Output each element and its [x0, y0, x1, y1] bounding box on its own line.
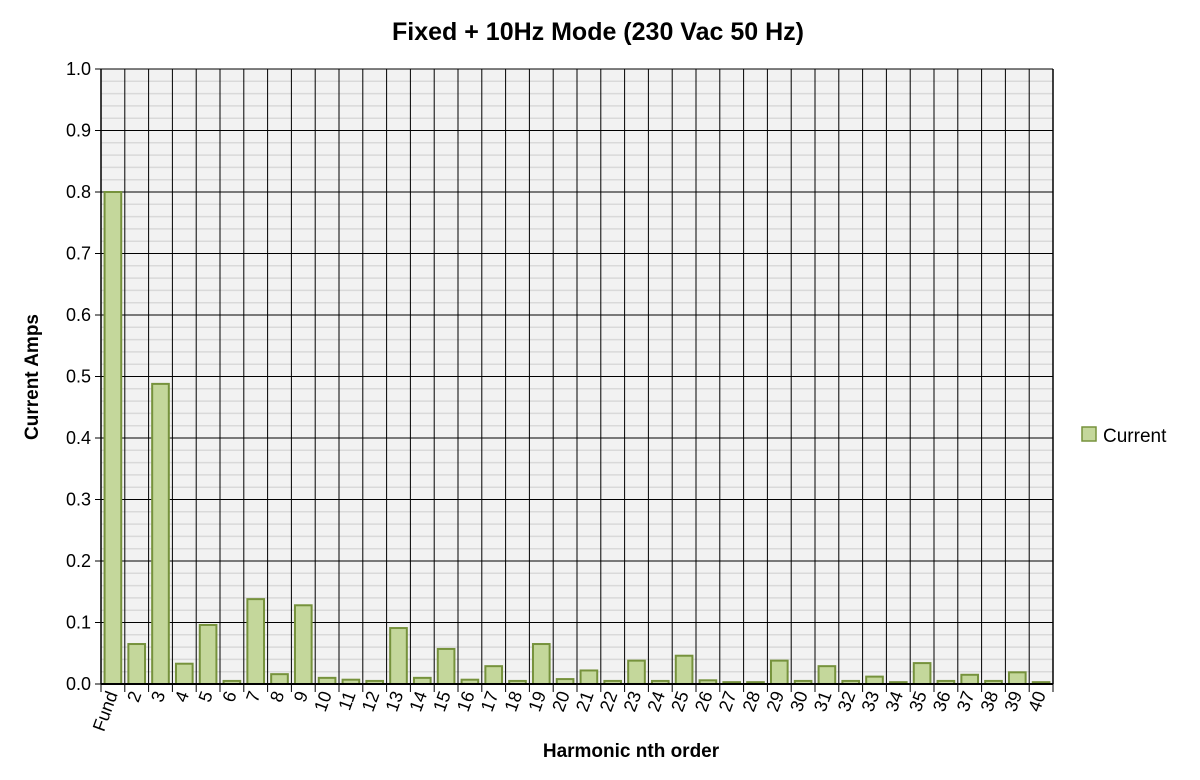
x-tick-label: 28 [739, 689, 765, 715]
x-tick-label: 32 [834, 689, 860, 715]
bar-4 [174, 662, 194, 686]
x-tick-label: 22 [596, 689, 622, 715]
y-tick-label: 0.9 [66, 121, 91, 141]
x-tick-label: 7 [242, 689, 264, 705]
bar-9 [293, 604, 313, 686]
bar-25 [674, 654, 694, 686]
x-tick-label: 38 [977, 689, 1003, 715]
y-tick-label: 1.0 [66, 59, 91, 79]
bar-33 [865, 675, 884, 685]
x-tick-label: 16 [453, 689, 479, 715]
x-tick-label: 13 [382, 689, 408, 715]
y-tick-label: 0.6 [66, 305, 91, 325]
bar-5 [198, 623, 218, 686]
x-tick-label: 5 [195, 689, 217, 705]
bar-17 [484, 665, 504, 685]
x-axis-ticks: Fund 2 3 4 5 6 7 8 91011121314151617181920212223… [89, 689, 1050, 734]
x-tick-label: 24 [643, 689, 669, 715]
bar-13 [389, 627, 408, 685]
x-tick-label: 15 [429, 689, 455, 715]
bars [101, 191, 1053, 686]
bar-21 [579, 669, 599, 685]
legend-swatch [1081, 426, 1097, 442]
x-tick-label: 27 [715, 689, 741, 715]
y-tick-label: 0.5 [66, 367, 91, 387]
x-tick-label: 25 [667, 689, 693, 715]
y-axis-label: Current Amps [22, 314, 43, 440]
bar-8 [270, 673, 289, 685]
x-tick-label: 21 [572, 689, 598, 715]
x-tick-label: 10 [310, 689, 336, 715]
x-tick-label: 8 [266, 689, 288, 705]
x-tick-label: 17 [477, 689, 503, 715]
x-tick-label: 19 [524, 689, 550, 715]
legend: Current [1081, 426, 1167, 447]
x-tick-label: 31 [810, 689, 836, 715]
x-tick-label: 9 [290, 689, 312, 705]
bar-29 [769, 659, 789, 686]
x-tick-label: 18 [501, 689, 527, 715]
x-tick-label: 40 [1024, 689, 1050, 715]
bar-15 [436, 647, 456, 686]
x-tick-label: 36 [929, 689, 955, 715]
x-tick-label: 29 [762, 689, 788, 715]
x-tick-label: 20 [548, 689, 574, 715]
x-tick-label: 35 [905, 689, 931, 715]
bar-2 [127, 643, 147, 686]
x-tick-label: 4 [171, 689, 193, 705]
y-tick-label: 0.3 [66, 490, 91, 510]
x-tick-label: 11 [334, 689, 359, 713]
x-axis-label: Harmonic nth order [543, 741, 720, 762]
bar-37 [960, 673, 980, 686]
bar-35 [912, 662, 932, 686]
y-tick-label: 0.4 [66, 428, 91, 448]
y-axis-ticks: 0.0 0.1 0.2 0.3 0.4 0.5 0.6 0.7 0.8 0.9 1.0 [66, 59, 91, 694]
x-tick-label: 37 [953, 689, 979, 715]
x-tick-label: 23 [620, 689, 646, 715]
x-tick-label: 3 [147, 689, 169, 705]
bar-19 [531, 643, 551, 686]
bar-7 [246, 598, 266, 686]
bar-31 [817, 665, 837, 685]
x-tick-label: 2 [123, 689, 145, 705]
y-tick-label: 0.7 [66, 244, 91, 264]
x-tick-label: 34 [881, 689, 907, 715]
x-tick-label: 39 [1000, 689, 1026, 715]
x-tick-label: 33 [858, 689, 884, 715]
bar-39 [1007, 671, 1027, 686]
x-tick-label: 6 [218, 689, 240, 705]
legend-label: Current [1103, 426, 1167, 447]
x-tick-label: Fund [89, 689, 122, 734]
bar-3 [151, 382, 170, 685]
bar-Fund [103, 191, 123, 685]
y-tick-label: 0.8 [66, 182, 91, 202]
y-tick-label: 0.1 [66, 613, 91, 633]
x-tick-label: 30 [786, 689, 812, 715]
chart-title: Fixed + 10Hz Mode (230 Vac 50 Hz) [392, 18, 804, 46]
bar-23 [627, 659, 646, 686]
x-tick-label: 14 [405, 689, 431, 715]
x-tick-label: 12 [358, 689, 384, 715]
x-tick-label: 26 [691, 689, 717, 715]
y-tick-label: 0.0 [66, 674, 91, 694]
y-tick-label: 0.2 [66, 551, 91, 571]
